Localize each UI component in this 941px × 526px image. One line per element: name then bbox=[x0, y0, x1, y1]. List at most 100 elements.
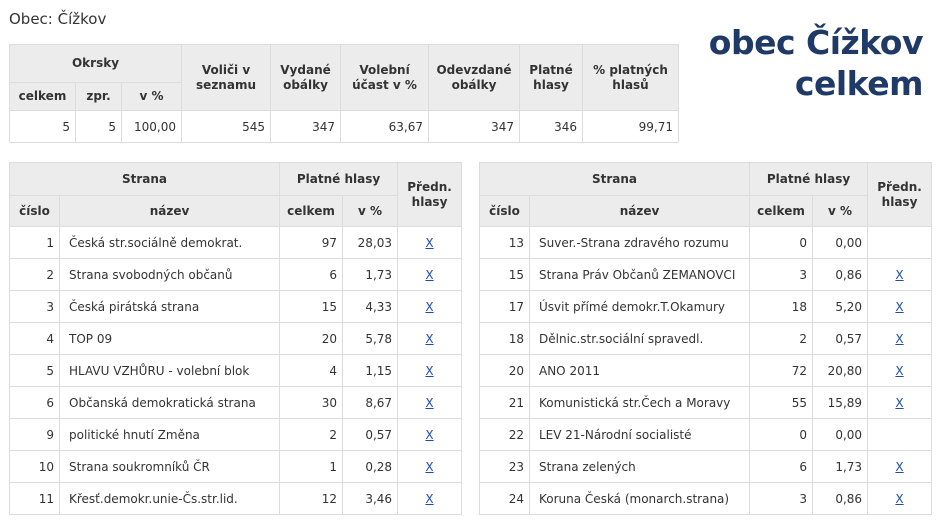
okrsky-header: Okrsky bbox=[8, 44, 183, 83]
party-results-table-right: Strana Platné hlasy Předn. hlasy číslo n… bbox=[478, 162, 933, 515]
preferential-votes-cell bbox=[867, 418, 933, 451]
party-percent: 0,86 bbox=[812, 482, 869, 515]
party-votes: 55 bbox=[749, 386, 814, 419]
party-name: LEV 21-Národní socialisté bbox=[528, 418, 751, 451]
preferential-votes-link[interactable]: X bbox=[895, 267, 904, 282]
party-percent: 15,89 bbox=[812, 386, 869, 419]
preferential-votes-cell: X bbox=[397, 386, 463, 419]
vydane-header: Vydané obálky bbox=[270, 44, 342, 111]
preferential-votes-link[interactable]: X bbox=[425, 267, 434, 282]
preferential-votes-link[interactable]: X bbox=[425, 235, 434, 250]
nazev-header: název bbox=[528, 195, 751, 227]
party-row: 22 LEV 21-Národní socialisté 0 0,00 bbox=[479, 418, 933, 451]
party-percent: 0,86 bbox=[812, 258, 869, 291]
party-percent: 5,20 bbox=[812, 290, 869, 323]
party-row: 10 Strana soukromníků ČR 1 0,28 X bbox=[9, 450, 463, 483]
preferential-votes-link[interactable]: X bbox=[895, 331, 904, 346]
preferential-votes-cell: X bbox=[867, 450, 933, 483]
preferential-votes-link[interactable]: X bbox=[425, 427, 434, 442]
preferential-votes-link[interactable]: X bbox=[425, 331, 434, 346]
preferential-votes-link[interactable]: X bbox=[425, 491, 434, 506]
party-votes: 97 bbox=[279, 226, 344, 259]
odevzdane-value: 347 bbox=[428, 110, 521, 143]
party-votes: 18 bbox=[749, 290, 814, 323]
preferential-votes-link[interactable]: X bbox=[425, 459, 434, 474]
party-votes: 6 bbox=[279, 258, 344, 291]
summary-row: 5 5 100,00 545 347 63,67 347 346 99,71 bbox=[9, 110, 680, 143]
odevzdane-header: Odevzdané obálky bbox=[428, 44, 521, 111]
okrsky-celkem-header: celkem bbox=[9, 82, 76, 111]
predn-hlasy-header: Předn. hlasy bbox=[867, 162, 933, 227]
party-name: Strana soukromníků ČR bbox=[58, 450, 281, 483]
cislo-header: číslo bbox=[479, 195, 530, 227]
party-percent: 0,00 bbox=[812, 418, 869, 451]
party-number: 10 bbox=[9, 450, 60, 483]
party-votes: 0 bbox=[749, 418, 814, 451]
party-percent: 0,00 bbox=[812, 226, 869, 259]
volici-header: Voliči v seznamu bbox=[181, 44, 272, 111]
summary-table: Okrsky Voliči v seznamu Vydané obálky Vo… bbox=[8, 44, 680, 143]
platne-hlasy-header: Platné hlasy bbox=[749, 162, 869, 196]
page-title-line-1: obec Čížkov bbox=[708, 23, 924, 62]
party-percent: 1,15 bbox=[342, 354, 399, 387]
party-votes: 4 bbox=[279, 354, 344, 387]
preferential-votes-cell: X bbox=[397, 418, 463, 451]
party-percent: 0,28 bbox=[342, 450, 399, 483]
party-number: 9 bbox=[9, 418, 60, 451]
preferential-votes-cell: X bbox=[397, 354, 463, 387]
party-number: 15 bbox=[479, 258, 530, 291]
party-name: Koruna Česká (monarch.strana) bbox=[528, 482, 751, 515]
party-name: Dělnic.str.sociální spravedl. bbox=[528, 322, 751, 355]
party-name: Křesť.demokr.unie-Čs.str.lid. bbox=[58, 482, 281, 515]
party-votes: 20 bbox=[279, 322, 344, 355]
party-percent: 1,73 bbox=[342, 258, 399, 291]
page-title: obec Čížkov celkem bbox=[708, 22, 924, 104]
party-percent: 5,78 bbox=[342, 322, 399, 355]
party-percent: 3,46 bbox=[342, 482, 399, 515]
party-row: 11 Křesť.demokr.unie-Čs.str.lid. 12 3,46 X bbox=[9, 482, 463, 515]
preferential-votes-link[interactable]: X bbox=[895, 395, 904, 410]
preferential-votes-link[interactable]: X bbox=[895, 363, 904, 378]
party-number: 18 bbox=[479, 322, 530, 355]
party-row: 15 Strana Práv Občanů ZEMANOVCI 3 0,86 X bbox=[479, 258, 933, 291]
party-row: 9 politické hnutí Změna 2 0,57 X bbox=[9, 418, 463, 451]
ucast-value: 63,67 bbox=[340, 110, 430, 143]
party-row: 24 Koruna Česká (monarch.strana) 3 0,86 X bbox=[479, 482, 933, 515]
preferential-votes-link[interactable]: X bbox=[895, 459, 904, 474]
party-number: 5 bbox=[9, 354, 60, 387]
party-percent: 8,67 bbox=[342, 386, 399, 419]
okrsky-pct-header: v % bbox=[120, 82, 183, 111]
party-number: 4 bbox=[9, 322, 60, 355]
party-votes: 6 bbox=[749, 450, 814, 483]
party-number: 11 bbox=[9, 482, 60, 515]
preferential-votes-link[interactable]: X bbox=[425, 395, 434, 410]
preferential-votes-link[interactable]: X bbox=[425, 299, 434, 314]
preferential-votes-link[interactable]: X bbox=[895, 491, 904, 506]
preferential-votes-link[interactable]: X bbox=[895, 299, 904, 314]
party-name: ANO 2011 bbox=[528, 354, 751, 387]
preferential-votes-cell: X bbox=[867, 258, 933, 291]
preferential-votes-cell: X bbox=[867, 322, 933, 355]
party-name: Strana Práv Občanů ZEMANOVCI bbox=[528, 258, 751, 291]
party-name: TOP 09 bbox=[58, 322, 281, 355]
party-percent: 4,33 bbox=[342, 290, 399, 323]
party-number: 6 bbox=[9, 386, 60, 419]
party-row: 4 TOP 09 20 5,78 X bbox=[9, 322, 463, 355]
party-row: 2 Strana svobodných občanů 6 1,73 X bbox=[9, 258, 463, 291]
party-number: 22 bbox=[479, 418, 530, 451]
okrsky-zpr-header: zpr. bbox=[75, 82, 122, 111]
preferential-votes-link[interactable]: X bbox=[425, 363, 434, 378]
party-number: 20 bbox=[479, 354, 530, 387]
party-results-table-left: Strana Platné hlasy Předn. hlasy číslo n… bbox=[8, 162, 463, 515]
platne-hlasy-header: Platné hlasy bbox=[279, 162, 399, 196]
party-name: Komunistická str.Čech a Moravy bbox=[528, 386, 751, 419]
party-name: HLAVU VZHŮRU - volební blok bbox=[58, 354, 281, 387]
party-votes: 12 bbox=[279, 482, 344, 515]
platne-value: 346 bbox=[519, 110, 584, 143]
party-number: 3 bbox=[9, 290, 60, 323]
party-votes: 30 bbox=[279, 386, 344, 419]
preferential-votes-cell: X bbox=[397, 450, 463, 483]
party-row: 21 Komunistická str.Čech a Moravy 55 15,89 X bbox=[479, 386, 933, 419]
party-number: 24 bbox=[479, 482, 530, 515]
strana-header: Strana bbox=[478, 162, 751, 196]
